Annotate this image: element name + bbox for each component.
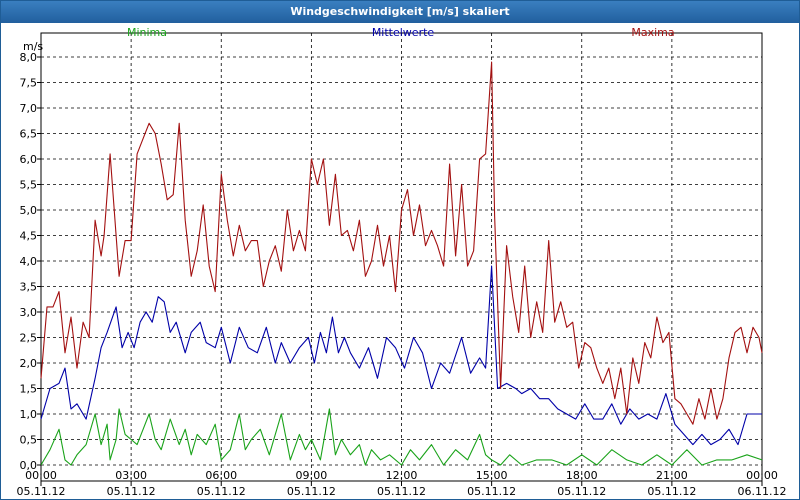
y-tick-label: 3,0 — [20, 306, 38, 319]
x-tick-time: 15:00 — [476, 469, 508, 482]
y-tick-label: 1,0 — [20, 408, 38, 421]
legend-minima: Minima — [127, 26, 167, 39]
y-tick-label: 2,5 — [20, 332, 38, 345]
x-tick-date: 05.11.12 — [377, 485, 426, 498]
x-tick-date: 05.11.12 — [467, 485, 516, 498]
x-tick-time: 12:00 — [386, 469, 418, 482]
x-tick-time: 00:00 — [746, 469, 778, 482]
y-axis-label: m/s — [23, 40, 43, 53]
y-tick-label: 7,5 — [20, 77, 38, 90]
legend-mittelwerte: Mittelwerte — [372, 26, 435, 39]
window-title: Windgeschwindigkeit [m/s] skaliert — [1, 1, 799, 23]
y-tick-label: 2,0 — [20, 357, 38, 370]
axis-layer: 0,0 0,5 1,0 1,5 2,0 2,5 3,0 3,5 4,0 4,5 5,0 5,5 6,0 6… — [17, 51, 787, 498]
x-tick-time: 03:00 — [115, 469, 147, 482]
series-line-maxima — [40, 61, 763, 425]
y-tick-label: 0,5 — [20, 434, 38, 447]
x-tick-date: 05.11.12 — [287, 485, 336, 498]
x-tick-date: 05.11.12 — [17, 485, 66, 498]
series-line-minima — [40, 408, 763, 466]
y-tick-label: 1,5 — [20, 383, 38, 396]
x-tick-date: 05.11.12 — [107, 485, 156, 498]
y-tick-label: 4,5 — [20, 230, 38, 243]
y-tick-label: 5,5 — [20, 179, 38, 192]
wind-speed-chart: 0,0 0,5 1,0 1,5 2,0 2,5 3,0 3,5 4,0 4,5 5,0 5,5 6,0 6… — [17, 26, 787, 498]
y-tick-label: 6,0 — [20, 153, 38, 166]
x-tick-time: 21:00 — [656, 469, 688, 482]
x-tick-time: 06:00 — [205, 469, 237, 482]
y-tick-label: 0,0 — [20, 459, 38, 472]
y-tick-label: 3,5 — [20, 281, 38, 294]
series-line-mittelwerte — [40, 265, 762, 446]
y-tick-label: 7,0 — [20, 102, 38, 115]
x-tick-time: 18:00 — [566, 469, 598, 482]
y-tick-label: 8,0 — [20, 51, 38, 64]
x-tick-date: 05.11.12 — [557, 485, 606, 498]
x-tick-time: 00:00 — [25, 469, 57, 482]
x-tick-date: 05.11.12 — [197, 485, 246, 498]
legend-maxima: Maxima — [631, 26, 674, 39]
y-tick-label: 5,0 — [20, 204, 38, 217]
x-tick-time: 09:00 — [296, 469, 328, 482]
y-tick-label: 4,0 — [20, 255, 38, 268]
series-layer — [40, 61, 763, 466]
y-tick-label: 6,5 — [20, 128, 38, 141]
x-tick-date: 05.11.12 — [647, 485, 696, 498]
x-tick-date: 06.11.12 — [738, 485, 787, 498]
